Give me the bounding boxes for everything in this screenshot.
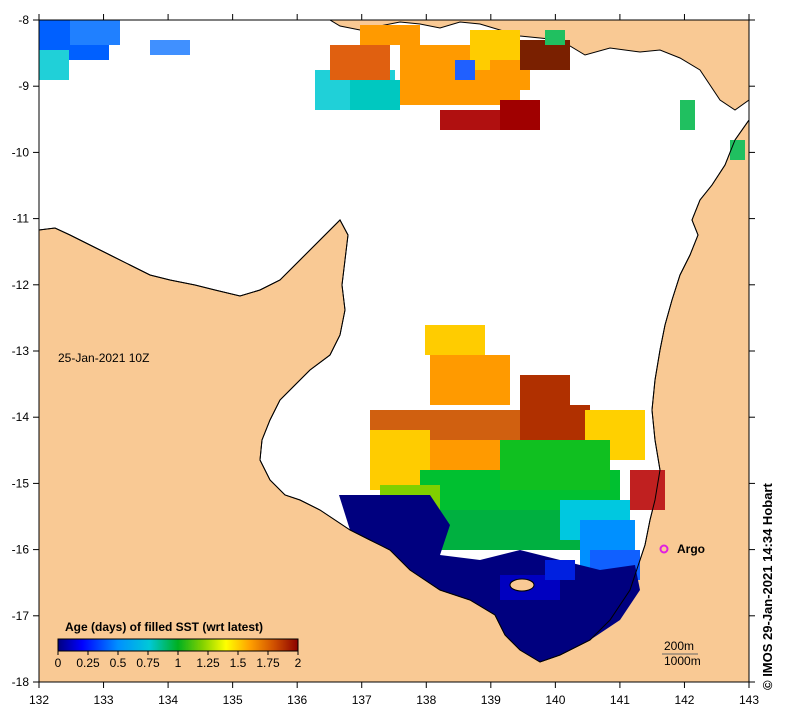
argo-label: Argo	[677, 542, 705, 556]
lat-tick-label: -8	[18, 13, 29, 27]
lat-tick-label: -9	[18, 79, 29, 93]
legend-tick-label: 1.25	[196, 656, 220, 670]
lat-tick-label: -12	[12, 278, 30, 292]
credit-label: © IMOS 29-Jan-2021 14:34 Hobart	[760, 483, 775, 690]
legend-tick-label: 0.5	[110, 656, 127, 670]
lon-tick-label: 133	[94, 693, 114, 707]
legend-title: Age (days) of filled SST (wrt latest)	[65, 620, 263, 634]
legend-tick-label: 2	[295, 656, 302, 670]
lon-tick-label: 135	[223, 693, 243, 707]
legend-tick-label: 1.75	[256, 656, 280, 670]
date-label: 25-Jan-2021 10Z	[58, 351, 149, 365]
sst-data-south	[339, 325, 665, 662]
lat-tick-label: -18	[12, 675, 30, 689]
legend-tick-label: 1.5	[230, 656, 247, 670]
legend-tick-label: 0	[55, 656, 62, 670]
longitude-axis: 132 133 134 135 136 137 138 139 140 141 142 143	[29, 14, 759, 707]
lon-tick-label: 132	[29, 693, 49, 707]
argo-float-marker	[659, 544, 669, 554]
lon-tick-label: 139	[481, 693, 501, 707]
depth-1000-label: 1000m	[664, 654, 701, 668]
coastline	[39, 119, 749, 663]
lat-tick-label: -11	[13, 212, 30, 226]
sst-data-north	[39, 20, 745, 160]
legend-tick-label: 0.25	[76, 656, 100, 670]
legend-tick-labels: 0 0.25 0.5 0.75 1 1.25 1.5 1.75 2	[55, 651, 302, 670]
lon-tick-label: 141	[610, 693, 630, 707]
lon-tick-label: 136	[287, 693, 307, 707]
mornington-island	[509, 578, 535, 592]
lat-tick-label: -16	[12, 543, 30, 557]
lon-tick-label: 137	[352, 693, 372, 707]
lat-tick-label: -15	[12, 476, 30, 490]
latitude-axis: -8 -9 -10 -11 -12 -13 -14 -15 -16 -17 -18	[12, 13, 755, 689]
lat-tick-label: -13	[12, 344, 30, 358]
lat-tick-label: -17	[12, 609, 30, 623]
legend-colorbar	[57, 638, 299, 652]
lat-tick-label: -14	[12, 410, 30, 424]
lon-tick-label: 142	[674, 693, 694, 707]
lon-tick-label: 134	[158, 693, 178, 707]
legend-tick-label: 1	[175, 656, 182, 670]
depth-200-label: 200m	[664, 639, 694, 653]
lon-tick-label: 140	[545, 693, 565, 707]
lon-tick-label: 138	[416, 693, 436, 707]
legend-tick-label: 0.75	[136, 656, 160, 670]
lon-tick-label: 143	[739, 693, 759, 707]
lat-tick-label: -10	[12, 145, 30, 159]
